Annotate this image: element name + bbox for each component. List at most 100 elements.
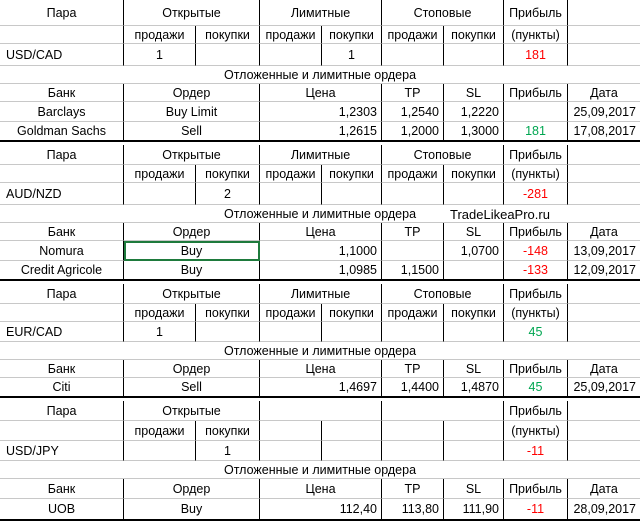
sl-cell[interactable]: 1,3000 xyxy=(444,122,504,142)
price-cell[interactable]: 1,2615 xyxy=(260,122,382,142)
limit-buy-cell[interactable]: 1 xyxy=(322,44,382,66)
profit-cell[interactable]: -11 xyxy=(504,499,568,521)
order-cell[interactable]: Buy Limit xyxy=(124,102,260,122)
bank-header[interactable]: Банк xyxy=(0,84,124,102)
open-buy-cell[interactable] xyxy=(196,44,260,66)
empty-cell[interactable] xyxy=(0,26,124,44)
pair-cell[interactable]: USD/CAD xyxy=(0,44,124,66)
tp-cell[interactable]: 1,2540 xyxy=(382,102,444,122)
limit-header[interactable]: Лимитные xyxy=(260,0,382,26)
profit-cell[interactable]: -148 xyxy=(504,241,568,261)
date-cell[interactable]: 13,09,2017 xyxy=(568,241,640,261)
limit-sell-cell[interactable] xyxy=(260,183,322,205)
open-header[interactable]: Открытые xyxy=(124,284,260,304)
tp-header[interactable]: TP xyxy=(382,84,444,102)
tp-cell[interactable]: 113,80 xyxy=(382,499,444,521)
order-cell-selected[interactable]: Buy xyxy=(124,241,260,261)
bank-header[interactable]: Банк xyxy=(0,223,124,241)
stop-sell-header[interactable]: продажи xyxy=(382,304,444,322)
sl-cell[interactable]: 111,90 xyxy=(444,499,504,521)
price-header[interactable]: Цена xyxy=(260,479,382,499)
limit-buy-cell[interactable] xyxy=(322,441,382,461)
limit-buy-header[interactable]: покупки xyxy=(322,26,382,44)
date-cell[interactable]: 25,09,2017 xyxy=(568,378,640,398)
profit-cell[interactable]: 45 xyxy=(504,322,568,342)
stop-header[interactable]: Стоповые xyxy=(382,0,504,26)
tp-cell[interactable]: 1,1500 xyxy=(382,261,444,281)
open-buy-header[interactable]: покупки xyxy=(196,165,260,183)
limit-sell-header[interactable]: продажи xyxy=(260,304,322,322)
empty-cell[interactable] xyxy=(568,44,640,66)
open-buy-cell[interactable]: 2 xyxy=(196,183,260,205)
limit-header[interactable]: Лимитные xyxy=(260,145,382,165)
order-header[interactable]: Ордер xyxy=(124,479,260,499)
date-header[interactable]: Дата xyxy=(568,84,640,102)
open-sell-cell[interactable] xyxy=(124,441,196,461)
profit-cell[interactable]: 45 xyxy=(504,378,568,398)
profit-header[interactable]: Прибыль xyxy=(504,0,568,26)
open-header[interactable]: Открытые xyxy=(124,145,260,165)
profit-header[interactable]: Прибыль xyxy=(504,84,568,102)
date-cell[interactable]: 25,09,2017 xyxy=(568,102,640,122)
empty-cell[interactable] xyxy=(382,421,444,441)
profit-cell[interactable]: -281 xyxy=(504,183,568,205)
limit-sell-cell[interactable] xyxy=(260,441,322,461)
stop-buy-header[interactable]: покупки xyxy=(444,165,504,183)
open-buy-header[interactable]: покупки xyxy=(196,421,260,441)
tp-cell[interactable] xyxy=(382,241,444,261)
price-cell[interactable]: 1,2303 xyxy=(260,102,382,122)
order-header[interactable]: Ордер xyxy=(124,84,260,102)
date-cell[interactable]: 17,08,2017 xyxy=(568,122,640,142)
empty-cell[interactable] xyxy=(260,401,382,421)
stop-buy-cell[interactable] xyxy=(444,441,504,461)
stop-sell-cell[interactable] xyxy=(382,44,444,66)
open-sell-header[interactable]: продажи xyxy=(124,26,196,44)
empty-cell[interactable] xyxy=(568,284,640,304)
bank-header[interactable]: Банк xyxy=(0,479,124,499)
limit-sell-header[interactable]: продажи xyxy=(260,26,322,44)
pair-cell[interactable]: USD/JPY xyxy=(0,441,124,461)
limit-buy-cell[interactable] xyxy=(322,322,382,342)
open-buy-cell[interactable]: 1 xyxy=(196,441,260,461)
empty-cell[interactable] xyxy=(382,401,504,421)
profit-cell[interactable]: 181 xyxy=(504,44,568,66)
pair-cell[interactable]: EUR/CAD xyxy=(0,322,124,342)
limit-buy-cell[interactable] xyxy=(322,183,382,205)
limit-header[interactable]: Лимитные xyxy=(260,284,382,304)
stop-header[interactable]: Стоповые xyxy=(382,284,504,304)
stop-sell-cell[interactable] xyxy=(382,441,444,461)
empty-cell[interactable] xyxy=(568,421,640,441)
price-header[interactable]: Цена xyxy=(260,360,382,378)
date-header[interactable]: Дата xyxy=(568,360,640,378)
empty-cell[interactable] xyxy=(568,145,640,165)
stop-header[interactable]: Стоповые xyxy=(382,145,504,165)
sl-header[interactable]: SL xyxy=(444,360,504,378)
pair-header[interactable]: Пара xyxy=(0,284,124,304)
empty-cell[interactable] xyxy=(444,421,504,441)
limit-sell-header[interactable]: продажи xyxy=(260,165,322,183)
profit-header[interactable]: Прибыль xyxy=(504,284,568,304)
profit-cell[interactable]: -11 xyxy=(504,441,568,461)
order-cell[interactable]: Sell xyxy=(124,378,260,398)
pair-header[interactable]: Пара xyxy=(0,0,124,26)
sl-cell[interactable]: 1,2220 xyxy=(444,102,504,122)
pair-header[interactable]: Пара xyxy=(0,401,124,421)
profit-cell[interactable]: 181 xyxy=(504,122,568,142)
sl-header[interactable]: SL xyxy=(444,84,504,102)
stop-buy-header[interactable]: покупки xyxy=(444,304,504,322)
bank-cell[interactable]: Credit Agricole xyxy=(0,261,124,281)
limit-sell-cell[interactable] xyxy=(260,322,322,342)
sl-cell[interactable]: 1,4870 xyxy=(444,378,504,398)
bank-cell[interactable]: UOB xyxy=(0,499,124,521)
price-cell[interactable]: 1,1000 xyxy=(260,241,382,261)
profit-header[interactable]: Прибыль xyxy=(504,145,568,165)
limit-buy-header[interactable]: покупки xyxy=(322,304,382,322)
open-sell-cell[interactable] xyxy=(124,183,196,205)
profit-header[interactable]: Прибыль xyxy=(504,223,568,241)
open-header[interactable]: Открытые xyxy=(124,0,260,26)
empty-cell[interactable] xyxy=(260,421,322,441)
stop-buy-cell[interactable] xyxy=(444,322,504,342)
order-cell[interactable]: Sell xyxy=(124,122,260,142)
points-header[interactable]: (пункты) xyxy=(504,165,568,183)
limit-buy-header[interactable]: покупки xyxy=(322,165,382,183)
